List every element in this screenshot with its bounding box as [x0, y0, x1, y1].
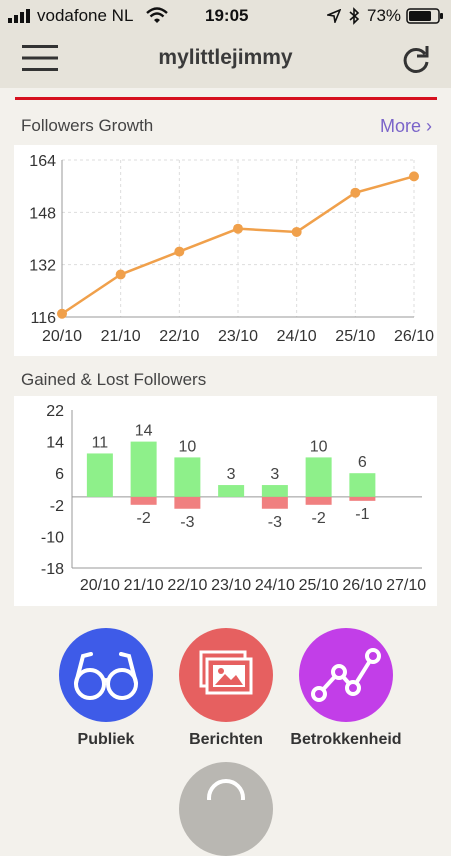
y-tick-label: 6 [55, 466, 64, 483]
betrokkenheid-button[interactable] [299, 628, 393, 722]
x-tick-label: 20/10 [80, 577, 120, 594]
x-tick-label: 24/10 [277, 328, 317, 345]
x-tick-label: 25/10 [335, 328, 375, 345]
x-tick-label: 24/10 [255, 577, 295, 594]
followers-growth-title: Followers Growth [21, 116, 154, 135]
gained-bar [86, 453, 113, 497]
gained-bar [130, 441, 157, 497]
x-tick-label: 20/10 [42, 328, 82, 345]
followers-growth-card: 116 132 148 164 20/10 21/10 22/10 23/10 24/10 25/… [14, 145, 437, 356]
x-tick-label: 21/10 [124, 577, 164, 594]
y-tick-label: -18 [41, 561, 64, 578]
y-tick-label: -10 [41, 529, 64, 546]
y-tick-label: 164 [29, 153, 56, 170]
battery-percent: 73% [367, 6, 402, 25]
pictures-icon [199, 650, 253, 695]
carrier-label: vodafone NL [37, 6, 134, 25]
data-point [115, 269, 126, 280]
data-label: -3 [180, 514, 194, 531]
gained-bar [305, 457, 332, 497]
data-label: 6 [358, 454, 367, 471]
data-point [409, 171, 419, 182]
lost-bar [349, 496, 376, 501]
betrokkenheid-label: Betrokkenheid [290, 731, 402, 748]
data-label: 10 [178, 438, 196, 455]
gained-lost-chart: 22 14 6 -2 -10 -18 20/10 21/10 22/10 23/10 24/10 25… [41, 403, 426, 594]
x-tick-label: 21/10 [101, 328, 141, 345]
y-tick-label: 132 [29, 258, 56, 275]
search-button[interactable] [179, 762, 273, 856]
y-tick-label: -2 [50, 498, 64, 515]
y-tick-label: 116 [30, 310, 56, 327]
data-label: -3 [268, 514, 282, 531]
x-tick-label: 23/10 [218, 328, 258, 345]
x-tick-label: 25/10 [299, 577, 339, 594]
refresh-icon[interactable] [400, 44, 432, 76]
location-icon [327, 9, 341, 23]
data-label: 10 [310, 438, 328, 455]
trend-icon [311, 648, 381, 702]
menu-icon[interactable] [22, 44, 58, 72]
wifi-icon [146, 7, 168, 23]
data-label: -2 [312, 510, 326, 527]
x-tick-label: 22/10 [167, 577, 207, 594]
gained-lost-card: 22 14 6 -2 -10 -18 20/10 21/10 22/10 23/10 24/10 25… [14, 396, 437, 606]
status-bar: vodafone NL 19:05 73% [0, 0, 451, 32]
divider [15, 97, 437, 100]
lost-bar [261, 496, 288, 509]
data-label: 3 [270, 466, 279, 483]
glasses-icon [74, 652, 138, 700]
lost-bar [130, 496, 157, 505]
publiek-button[interactable] [59, 628, 153, 722]
gained-lost-title: Gained & Lost Followers [21, 370, 207, 389]
nav-bar: mylittlejimmy [0, 32, 451, 88]
data-point [174, 246, 185, 257]
data-label: 14 [135, 423, 153, 440]
data-point [291, 226, 302, 237]
lost-bar [174, 496, 201, 509]
data-label: -2 [137, 510, 151, 527]
y-tick-label: 148 [29, 205, 56, 222]
data-label: -1 [355, 506, 369, 523]
battery-icon [406, 8, 443, 24]
lost-bar [305, 496, 332, 505]
publiek-label: Publiek [77, 731, 135, 748]
data-point [233, 223, 243, 234]
data-label: 3 [227, 466, 236, 483]
gained-bar [218, 485, 245, 497]
y-tick-label: 22 [46, 403, 64, 420]
gained-bar [174, 457, 201, 497]
search-icon [207, 779, 245, 817]
more-link[interactable]: More › [380, 116, 433, 136]
clock: 19:05 [205, 6, 249, 25]
gained-bar [349, 473, 376, 497]
x-tick-label: 23/10 [211, 577, 251, 594]
berichten-button[interactable] [179, 628, 273, 722]
followers-growth-chart: 116 132 148 164 20/10 21/10 22/10 23/10 24/10 25/… [29, 153, 434, 345]
x-tick-label: 26/10 [394, 328, 434, 345]
berichten-label: Berichten [189, 731, 263, 748]
x-tick-label: 27/10 [386, 577, 426, 594]
bluetooth-icon [349, 7, 360, 25]
signal-icon [8, 9, 30, 23]
x-tick-label: 26/10 [342, 577, 382, 594]
x-tick-label: 22/10 [159, 328, 199, 345]
y-tick-label: 14 [46, 435, 64, 452]
data-label: 11 [92, 434, 109, 451]
data-point [57, 308, 67, 319]
page-title: mylittlejimmy [158, 46, 293, 69]
gained-bar [261, 485, 288, 497]
data-point [350, 187, 361, 198]
